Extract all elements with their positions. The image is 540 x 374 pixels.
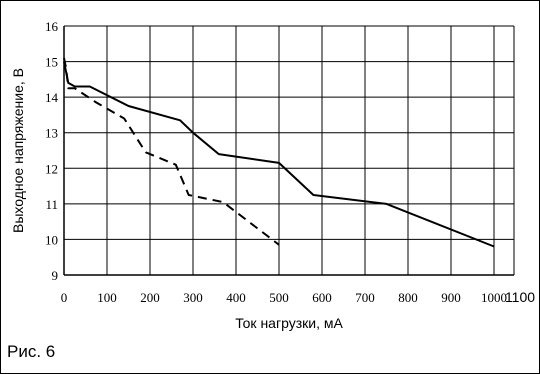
series-lines	[63, 57, 495, 248]
y-tick-label: 13	[45, 126, 58, 141]
y-tick-label: 11	[45, 197, 58, 212]
y-tick-label: 14	[45, 90, 59, 105]
grid	[63, 25, 515, 276]
x-tick-label: 1100	[505, 289, 535, 305]
axes	[63, 26, 514, 276]
x-axis-label: Ток нагрузки, мА	[235, 315, 343, 331]
x-tick-label: 500	[269, 290, 289, 305]
x-tick-label: 800	[398, 290, 418, 305]
y-tick-label: 10	[45, 232, 58, 247]
x-tick-label: 400	[226, 290, 246, 305]
x-tick-label: 700	[355, 290, 375, 305]
x-tick-label: 1000	[481, 290, 507, 305]
y-tick-label: 15	[45, 55, 58, 70]
y-tick-label: 16	[45, 19, 59, 34]
series-line-2	[63, 57, 280, 246]
figure-caption: Рис. 6	[7, 342, 56, 361]
y-tick-label: 12	[45, 161, 58, 176]
y-axis-label: Выходное напряжение, В	[10, 68, 26, 233]
y-tick-label: 9	[52, 268, 59, 283]
x-tick-label: 600	[312, 290, 332, 305]
x-tick-label: 300	[183, 290, 203, 305]
x-tick-label: 100	[97, 290, 117, 305]
x-tick-label: 200	[140, 290, 160, 305]
x-tick-label: 0	[61, 290, 68, 305]
x-tick-label: 900	[441, 290, 461, 305]
series-line-1	[63, 61, 495, 248]
